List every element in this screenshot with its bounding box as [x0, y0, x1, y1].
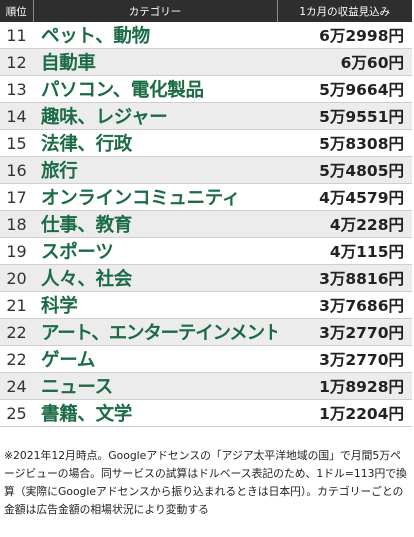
- revenue-cell: 4万228円: [277, 210, 412, 238]
- table-body: 11 ペット、動物 6万2998円 12 自動車 6万60円 13 パソコン、電…: [0, 22, 412, 427]
- category-cell: 人々、社会: [33, 264, 277, 292]
- revenue-cell: 1万2204円: [277, 399, 412, 427]
- revenue-cell: 3万2770円: [277, 345, 412, 373]
- table-row: 24 ニュース 1万8928円: [0, 372, 412, 400]
- category-cell: パソコン、電化製品: [33, 75, 277, 103]
- rank-cell: 16: [0, 156, 33, 184]
- category-cell: 仕事、教育: [33, 210, 277, 238]
- revenue-cell: 3万2770円: [277, 318, 412, 346]
- header-category: カテゴリー: [33, 0, 278, 22]
- table-row: 16 旅行 5万4805円: [0, 156, 412, 184]
- table-row: 17 オンラインコミュニティ 4万4579円: [0, 183, 412, 211]
- revenue-cell: 4万4579円: [277, 183, 412, 211]
- category-cell: スポーツ: [33, 237, 277, 265]
- revenue-cell: 6万2998円: [277, 22, 412, 49]
- category-cell: ペット、動物: [33, 22, 277, 49]
- table-row: 13 パソコン、電化製品 5万9664円: [0, 75, 412, 103]
- revenue-cell: 3万7686円: [277, 291, 412, 319]
- revenue-ranking-table: 順位 カテゴリー 1カ月の収益見込み 11 ペット、動物 6万2998円 12 …: [0, 0, 412, 427]
- table-row: 18 仕事、教育 4万228円: [0, 210, 412, 238]
- table-row: 22 ゲーム 3万2770円: [0, 345, 412, 373]
- revenue-cell: 5万9664円: [277, 75, 412, 103]
- rank-cell: 13: [0, 75, 33, 103]
- revenue-cell: 5万9551円: [277, 102, 412, 130]
- footnote: ※2021年12月時点。Googleアドセンスの「アジア太平洋地域の国」で月間5…: [4, 449, 407, 516]
- revenue-cell: 4万115円: [277, 237, 412, 265]
- rank-cell: 20: [0, 264, 33, 292]
- category-cell: 趣味、レジャー: [33, 102, 277, 130]
- table-header: 順位 カテゴリー 1カ月の収益見込み: [0, 0, 412, 22]
- rank-cell: 21: [0, 291, 33, 319]
- category-cell: ニュース: [33, 372, 277, 400]
- revenue-cell: 6万60円: [277, 48, 412, 76]
- category-cell: アート、エンターテインメント: [33, 318, 277, 346]
- rank-cell: 25: [0, 399, 33, 427]
- header-revenue: 1カ月の収益見込み: [277, 0, 412, 22]
- table-row: 21 科学 3万7686円: [0, 291, 412, 319]
- category-cell: ゲーム: [33, 345, 277, 373]
- revenue-cell: 1万8928円: [277, 372, 412, 400]
- rank-cell: 17: [0, 183, 33, 211]
- revenue-cell: 5万8308円: [277, 129, 412, 157]
- category-cell: 科学: [33, 291, 277, 319]
- table-row: 25 書籍、文学 1万2204円: [0, 399, 412, 427]
- table-row: 11 ペット、動物 6万2998円: [0, 22, 412, 49]
- category-cell: 旅行: [33, 156, 277, 184]
- table-row: 15 法律、行政 5万8308円: [0, 129, 412, 157]
- table-row: 14 趣味、レジャー 5万9551円: [0, 102, 412, 130]
- table-row: 20 人々、社会 3万8816円: [0, 264, 412, 292]
- rank-cell: 14: [0, 102, 33, 130]
- rank-cell: 18: [0, 210, 33, 238]
- rank-cell: 22: [0, 318, 33, 346]
- rank-cell: 12: [0, 48, 33, 76]
- category-cell: 自動車: [33, 48, 277, 76]
- rank-cell: 19: [0, 237, 33, 265]
- header-rank: 順位: [0, 0, 34, 22]
- rank-cell: 11: [0, 22, 33, 49]
- header-row: 順位 カテゴリー 1カ月の収益見込み: [0, 0, 412, 22]
- rank-cell: 24: [0, 372, 33, 400]
- category-cell: 書籍、文学: [33, 399, 277, 427]
- category-cell: オンラインコミュニティ: [33, 183, 277, 211]
- table-row: 22 アート、エンターテインメント 3万2770円: [0, 318, 412, 346]
- category-cell: 法律、行政: [33, 129, 277, 157]
- revenue-cell: 3万8816円: [277, 264, 412, 292]
- rank-cell: 15: [0, 129, 33, 157]
- table-row: 19 スポーツ 4万115円: [0, 237, 412, 265]
- rank-cell: 22: [0, 345, 33, 373]
- table-row: 12 自動車 6万60円: [0, 48, 412, 76]
- revenue-cell: 5万4805円: [277, 156, 412, 184]
